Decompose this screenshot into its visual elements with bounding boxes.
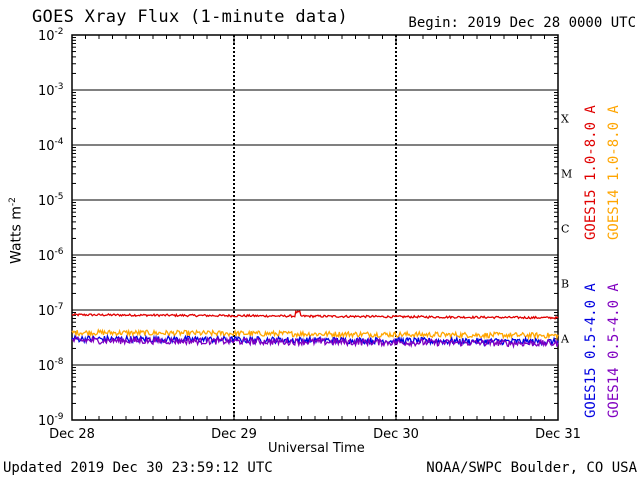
updated-timestamp: Updated 2019 Dec 30 23:59:12 UTC — [3, 460, 273, 476]
y-tick-label: 10-3 — [38, 82, 64, 99]
x-tick-label: Dec 30 — [373, 427, 419, 442]
y-axis-label-exponent: -2 — [8, 197, 18, 207]
series-line-0 — [71, 309, 559, 320]
begin-value: 2019 Dec 28 0000 UTC — [467, 15, 636, 31]
legend-goes14-short: GOES14 0.5-4.0 A — [606, 283, 622, 418]
y-axis-label: Watts m-2 — [8, 197, 25, 264]
y-tick-label: 10-4 — [38, 137, 64, 154]
y-tick-label: 10-6 — [38, 247, 64, 264]
begin-label: Begin: — [408, 15, 459, 31]
x-tick-label: Dec 28 — [49, 427, 95, 442]
series-line-1 — [71, 328, 559, 341]
x-axis-label: Universal Time — [268, 441, 365, 456]
series-line-3 — [71, 335, 559, 349]
legend-goes14-long: GOES14 1.0-8.0 A — [606, 105, 622, 240]
legend-goes15-long: GOES15 1.0-8.0 A — [583, 105, 599, 240]
plot-frame — [71, 34, 559, 421]
legend-goes15-short: GOES15 0.5-4.0 A — [583, 283, 599, 418]
y-tick-label: 10-7 — [38, 302, 64, 319]
x-tick-label: Dec 29 — [211, 427, 257, 442]
flare-class-m: M — [561, 168, 572, 181]
flare-class-c: C — [561, 223, 569, 236]
chart-title: GOES Xray Flux (1-minute data) — [32, 7, 349, 27]
flare-class-b: B — [561, 278, 569, 291]
flare-class-x: X — [561, 113, 569, 126]
y-axis-label-text: Watts m — [8, 206, 25, 264]
x-tick-label: Dec 31 — [535, 427, 581, 442]
y-tick-label: 10-5 — [38, 192, 64, 209]
flare-class-a: A — [560, 333, 570, 346]
credit-text: NOAA/SWPC Boulder, CO USA — [426, 460, 637, 476]
y-tick-label: 10-8 — [38, 357, 64, 374]
y-tick-label: 10-2 — [38, 27, 64, 44]
begin-time: Begin: 2019 Dec 28 0000 UTC — [408, 15, 636, 31]
